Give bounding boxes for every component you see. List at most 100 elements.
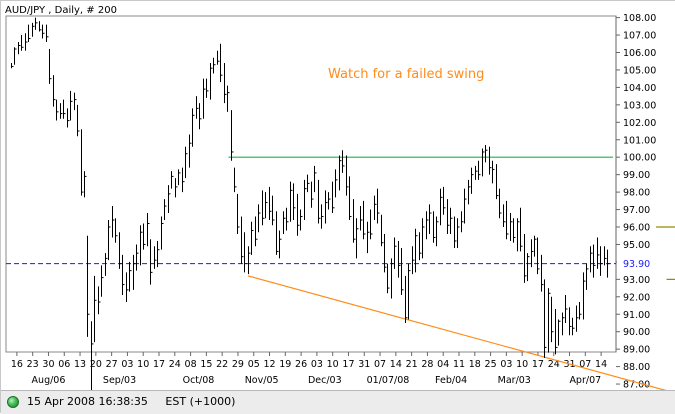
price-bar [503, 204, 506, 227]
status-bar: 15 Apr 2008 16:38:35 EST (+1000) [1, 390, 675, 414]
price-bar [360, 206, 363, 231]
price-bar [126, 272, 129, 303]
price-bar [349, 176, 352, 221]
y-tick-label: 97.00 [623, 205, 650, 216]
price-bar [133, 254, 136, 290]
x-day-label: 16 [11, 359, 23, 370]
price-bar [422, 218, 425, 259]
price-bar [318, 179, 321, 224]
price-bar [548, 288, 551, 353]
price-bar [475, 165, 478, 180]
x-day-label: 14 [390, 359, 402, 370]
support-trendline [247, 275, 667, 390]
price-bar [53, 75, 56, 107]
price-bar [14, 47, 17, 65]
price-bar [551, 296, 554, 343]
x-day-label: 07 [374, 359, 386, 370]
price-bar [447, 199, 450, 234]
price-bar [391, 258, 394, 299]
price-bar [25, 33, 28, 51]
y-tick-label: 90.00 [623, 327, 650, 338]
price-bar [213, 57, 216, 74]
price-bar [94, 275, 97, 343]
price-bar [482, 148, 485, 177]
price-bar [91, 321, 94, 390]
price-bar [300, 209, 303, 231]
price-bar [457, 218, 460, 248]
price-bar [405, 275, 408, 323]
y-tick-label: 105.00 [623, 65, 656, 76]
price-bar [332, 181, 335, 214]
price-bar [534, 235, 537, 257]
x-day-label: 07 [579, 359, 591, 370]
price-bar [586, 263, 589, 290]
x-day-label: 06 [58, 359, 70, 370]
x-month-label: Dec/03 [308, 375, 342, 386]
price-bar [565, 295, 568, 323]
x-day-label: 03 [311, 359, 323, 370]
price-bar [67, 108, 70, 128]
price-bar [108, 220, 111, 261]
y-tick-label: 103.00 [623, 100, 656, 111]
price-bar [189, 134, 192, 168]
x-month-label: Mar/03 [498, 375, 531, 386]
price-bar [426, 211, 429, 240]
price-bar [279, 230, 282, 259]
price-bar [374, 195, 377, 221]
y-tick-label: 104.00 [623, 83, 656, 94]
price-bar [283, 211, 286, 234]
price-bar [161, 216, 164, 250]
x-day-label: 28 [421, 359, 433, 370]
x-day-label: 08 [185, 359, 197, 370]
price-bar [485, 144, 488, 163]
price-bar [433, 211, 436, 243]
price-bar [206, 78, 209, 98]
x-day-label: 26 [295, 359, 307, 370]
price-bar [276, 211, 279, 255]
x-month-label: Apr/07 [569, 375, 601, 386]
price-bar [105, 253, 108, 276]
x-day-label: 17 [532, 359, 544, 370]
price-bar [49, 49, 52, 84]
price-bar [517, 218, 520, 252]
price-bar [168, 185, 171, 214]
price-bar [496, 164, 499, 200]
price-bar [262, 190, 265, 226]
price-bar [353, 199, 356, 243]
price-bar [171, 171, 174, 189]
price-bar [590, 246, 593, 273]
price-bar [524, 233, 527, 283]
price-bar [98, 286, 101, 315]
x-day-label: 24 [169, 359, 181, 370]
price-bar [408, 263, 411, 320]
y-tick-label: 98.00 [623, 188, 650, 199]
x-day-label: 10 [516, 359, 528, 370]
price-bar [241, 216, 244, 264]
price-bar [70, 90, 73, 121]
y-tick-label: 88.00 [623, 362, 650, 373]
price-bar [87, 235, 90, 337]
x-day-label: 10 [327, 359, 339, 370]
price-bar [293, 183, 296, 221]
price-bar [164, 199, 167, 221]
price-bar [286, 207, 289, 231]
price-bar [63, 99, 66, 119]
price-bar [255, 216, 258, 247]
price-bar [136, 244, 139, 271]
x-day-label: 17 [342, 359, 354, 370]
price-bar [60, 103, 63, 119]
x-day-label: 10 [137, 359, 149, 370]
y-tick-label: 96.00 [623, 223, 650, 234]
price-bar [237, 193, 240, 234]
price-bar [555, 309, 558, 355]
y-tick-label: 108.00 [623, 13, 656, 24]
current-price-box [617, 257, 657, 270]
price-bar [140, 225, 143, 266]
price-bar [401, 247, 404, 296]
ohlc-chart: AUD/JPY , Daily, # 200 Watch for a faile… [1, 1, 675, 390]
price-bar [572, 317, 575, 336]
x-day-label: 04 [437, 359, 449, 370]
x-month-label: Oct/08 [183, 375, 215, 386]
price-bar [325, 190, 328, 224]
price-bar [81, 129, 84, 196]
